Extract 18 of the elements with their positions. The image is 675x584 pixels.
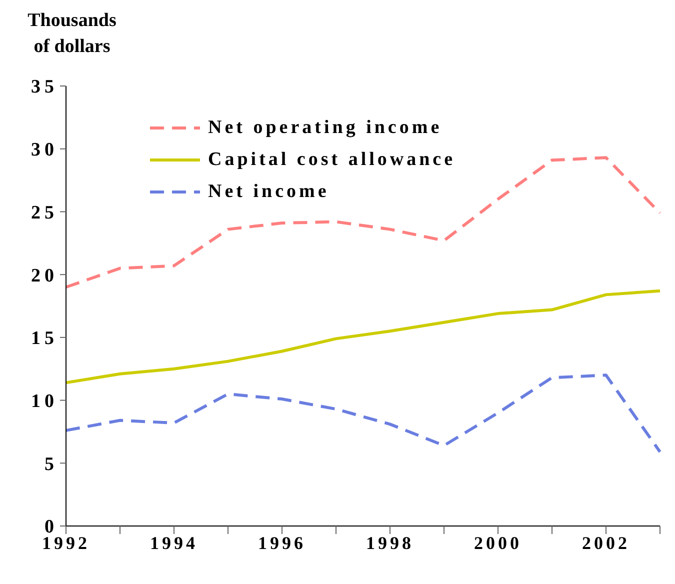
y-tick-label: 30 [31,140,58,161]
x-tick-label: 1996 [258,532,306,553]
legend-label: Net income [208,181,330,203]
y-tick-label: 15 [31,328,58,350]
y-tick-label: 20 [31,265,58,286]
y-tick-label: 10 [31,391,58,412]
legend-label: Capital cost allowance [208,149,456,171]
x-tick-label: 2000 [474,532,522,553]
y-tick-label: 35 [31,76,58,98]
x-tick-label: 1994 [150,532,198,553]
line-series [64,289,662,384]
x-tick-label: 1998 [366,532,414,553]
legend-label: Net operating income [208,117,442,139]
y-axis-title: Thousands of dollars [26,9,118,59]
line-series [64,374,662,454]
y-tick-label: 25 [31,202,58,224]
y-tick-label: 5 [44,454,58,475]
x-tick-label: 2002 [582,532,630,553]
